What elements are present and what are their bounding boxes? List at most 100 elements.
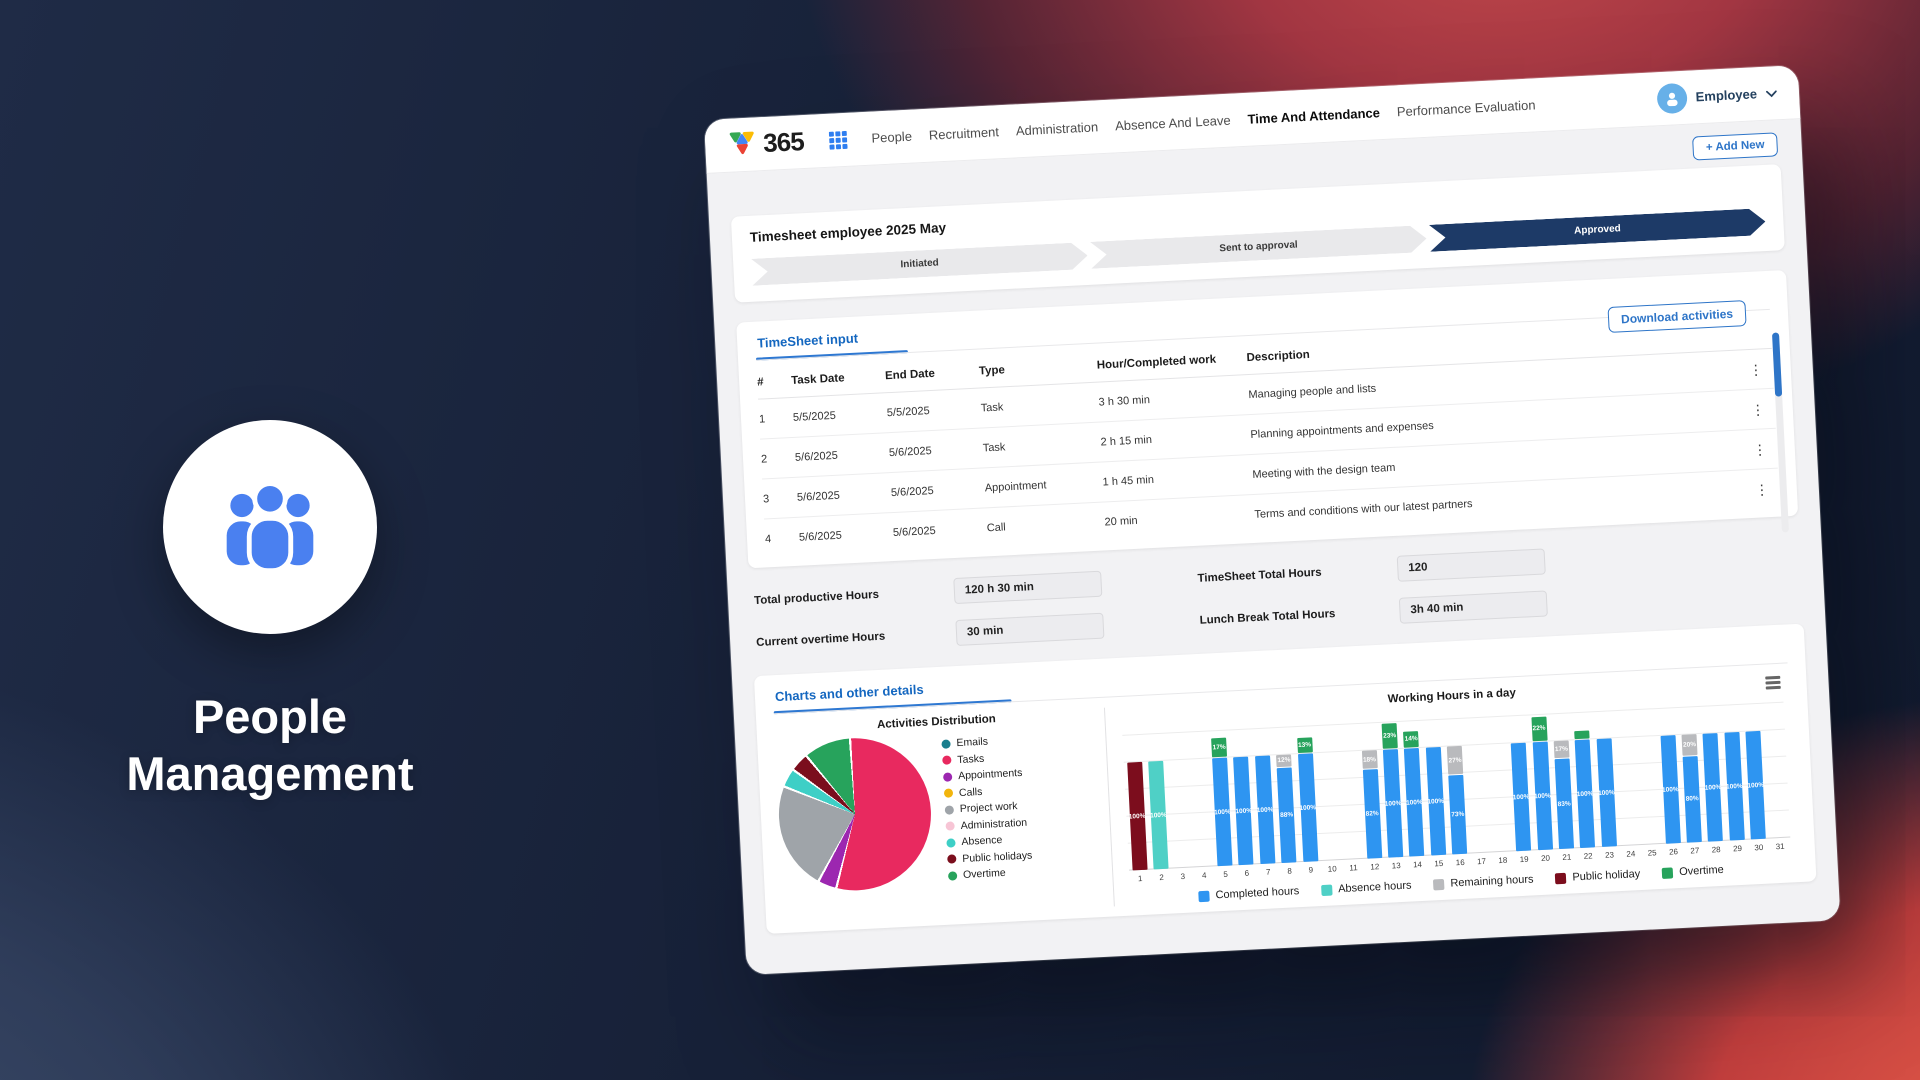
bar-segment: 12%: [1276, 754, 1292, 768]
hero-title-line1: People: [192, 690, 348, 743]
row-menu-button[interactable]: ⋮: [1748, 360, 1764, 378]
x-tick-6: 6: [1244, 868, 1250, 878]
bar-legend: Completed hours Absence hours Remaining ho…: [1130, 860, 1792, 905]
add-new-button[interactable]: + Add New: [1692, 132, 1779, 161]
bar-segment: 100%: [1212, 757, 1233, 867]
x-tick-18: 18: [1498, 855, 1508, 866]
legend-dot: [947, 854, 957, 864]
chart-menu-icon[interactable]: [1765, 675, 1781, 690]
row-menu-button[interactable]: ⋮: [1754, 481, 1770, 498]
total-value-field[interactable]: 120 h 30 min: [953, 570, 1103, 605]
bar-segment: 88%: [1276, 767, 1297, 864]
cell-end_date: 5/6/2025: [888, 444, 932, 459]
brand-logo[interactable]: 365: [726, 125, 804, 162]
legend-dot: [942, 771, 953, 782]
bar-segment: 82%: [1362, 769, 1382, 859]
total-current-overtime-hours: Current overtime Hours 30 min: [756, 611, 1131, 656]
nav-item-people[interactable]: People: [871, 128, 913, 146]
legend-label: Overtime: [1678, 863, 1725, 879]
cell-end_date: 5/6/2025: [892, 524, 936, 540]
step-sent-to-approval: Sent to approval: [1090, 225, 1427, 269]
cell-hours: 2 h 15 min: [1100, 433, 1153, 449]
col-hour-completed-work: Hour/Completed work: [1096, 353, 1217, 372]
legend-item-project-work: Project work: [944, 800, 1031, 816]
nav-item-recruitment[interactable]: Recruitment: [928, 124, 1000, 143]
cell-end_date: 5/6/2025: [890, 484, 934, 499]
row-menu-button[interactable]: ⋮: [1750, 400, 1766, 418]
x-tick-27: 27: [1690, 846, 1700, 856]
activities-pie-chart: [775, 734, 935, 895]
brand-petal-icon: [726, 127, 758, 161]
legend-dot: [944, 804, 955, 815]
legend-label: Completed hours: [1215, 885, 1300, 902]
legend-swatch: [1198, 890, 1210, 902]
legend-label: Absence hours: [1337, 879, 1412, 896]
legend-label: Public holiday: [1572, 868, 1641, 884]
bar-legend-completed-hours: Completed hours: [1198, 885, 1300, 902]
legend-item-administration: Administration: [945, 816, 1031, 832]
bar-segment: 100%: [1297, 753, 1318, 862]
x-tick-11: 11: [1349, 863, 1358, 873]
legend-label: Project work: [959, 800, 1018, 816]
legend-dot: [946, 837, 956, 848]
cell-hours: 3 h 30 min: [1098, 393, 1151, 409]
app-header: 365 People Recruitment Administration Absen…: [704, 65, 1801, 174]
legend-item-public-holidays: Public holidays: [947, 849, 1033, 865]
user-avatar-icon: [1655, 82, 1688, 114]
cell-task_date: 5/6/2025: [794, 449, 839, 464]
bar-segment: 100%: [1148, 760, 1169, 870]
nav-item-performance-evaluation[interactable]: Performance Evaluation: [1396, 97, 1536, 120]
app-window: 365 People Recruitment Administration Absen…: [704, 65, 1841, 975]
legend-item-calls: Calls: [943, 783, 1030, 799]
total-value-field[interactable]: 120: [1396, 548, 1546, 582]
col--: #: [756, 376, 764, 389]
legend-swatch: [1433, 878, 1445, 890]
x-tick-12: 12: [1370, 862, 1380, 872]
legend-item-emails: Emails: [941, 734, 1027, 750]
total-total-productive-hours: Total productive Hours 120 h 30 min: [754, 569, 1129, 614]
cell-hours: 20 min: [1104, 514, 1138, 529]
x-tick-8: 8: [1287, 866, 1292, 876]
bar-segment: 100%: [1724, 731, 1745, 841]
x-tick-7: 7: [1265, 867, 1271, 877]
bar-segment: 14%: [1403, 731, 1420, 748]
legend-dot: [941, 738, 951, 749]
cell-type: Task: [980, 400, 1004, 414]
x-tick-20: 20: [1540, 853, 1551, 864]
legend-item-appointments: Appointments: [942, 767, 1029, 783]
legend-label: Administration: [960, 816, 1028, 832]
total-timesheet-total-hours: TimeSheet Total Hours 120: [1197, 547, 1572, 592]
x-tick-17: 17: [1476, 856, 1487, 867]
nav-item-time-and-attendance[interactable]: Time And Attendance: [1247, 105, 1381, 127]
app-launcher-icon[interactable]: [829, 130, 848, 150]
bar-segment: 100%: [1404, 747, 1425, 857]
timesheet-input-card: TimeSheet input Download activities # Tas…: [736, 270, 1799, 569]
x-tick-24: 24: [1626, 849, 1636, 859]
hero-title: People Management: [50, 688, 490, 803]
x-tick-3: 3: [1180, 871, 1186, 882]
cell-type: Call: [986, 521, 1007, 535]
bar-segment: 20%: [1681, 734, 1698, 756]
x-tick-16: 16: [1455, 857, 1465, 868]
x-tick-31: 31: [1775, 841, 1785, 852]
x-tick-21: 21: [1562, 852, 1572, 862]
cell-type: Task: [982, 440, 1006, 454]
legend-swatch: [1555, 872, 1567, 884]
total-label: TimeSheet Total Hours: [1197, 566, 1322, 585]
row-menu-button[interactable]: ⋮: [1752, 440, 1768, 458]
bar-legend-remaining-hours: Remaining hours: [1433, 873, 1534, 890]
legend-dot: [942, 755, 952, 765]
x-tick-19: 19: [1519, 854, 1529, 865]
user-menu[interactable]: Employee: [1655, 78, 1778, 114]
legend-item-absence: Absence: [946, 833, 1032, 849]
nav-item-administration[interactable]: Administration: [1015, 119, 1099, 139]
total-value-field[interactable]: 3h 40 min: [1398, 590, 1548, 624]
total-value-field[interactable]: 30 min: [955, 612, 1105, 647]
nav-item-absence-and-leave[interactable]: Absence And Leave: [1114, 112, 1232, 134]
legend-dot: [945, 821, 955, 831]
legend-label: Calls: [958, 785, 983, 799]
bar-segment: 23%: [1381, 722, 1398, 749]
bar-segment: 100%: [1660, 735, 1681, 844]
col-type: Type: [978, 364, 1006, 378]
cell-num: 2: [760, 452, 768, 466]
